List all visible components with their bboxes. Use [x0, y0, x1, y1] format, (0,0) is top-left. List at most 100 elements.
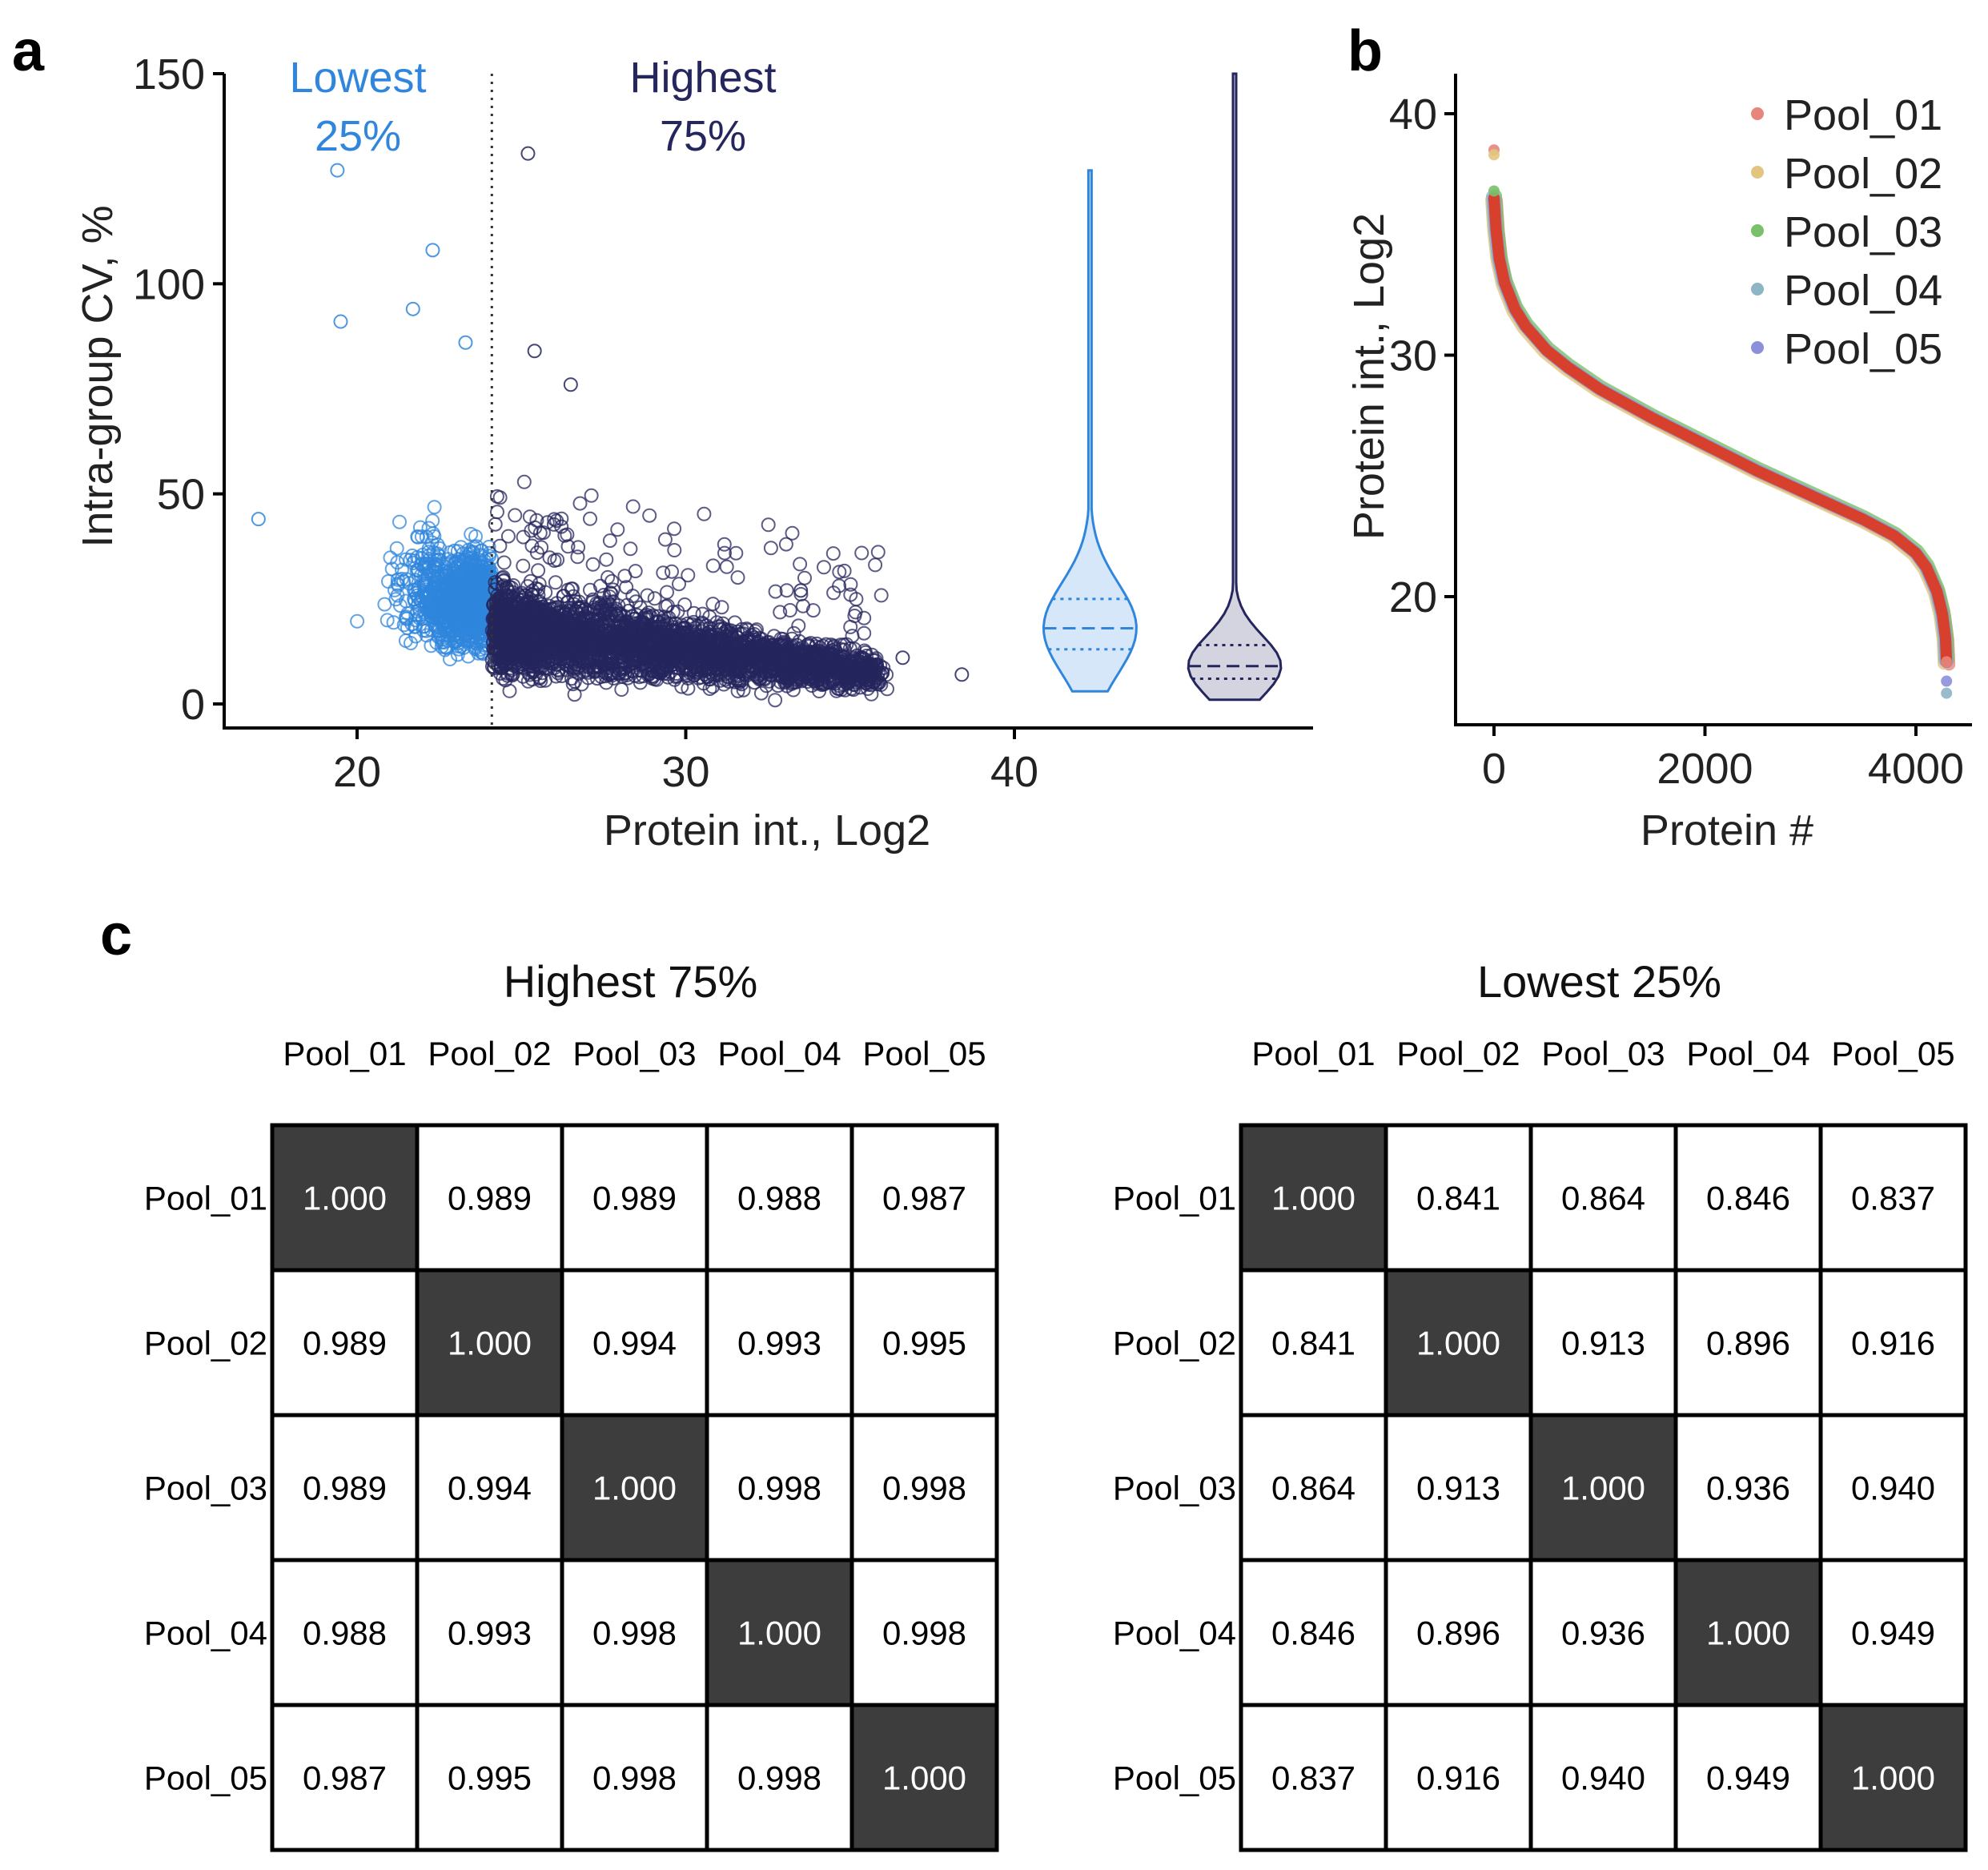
scatter-point-high: [954, 667, 970, 682]
cell-value: 0.841: [1271, 1325, 1355, 1362]
cell-value: 0.998: [592, 1615, 677, 1652]
scatter-point-low: [420, 577, 435, 593]
scatter-point-high: [567, 597, 581, 612]
x-tick-label-b: 2000: [1657, 745, 1753, 793]
cell-value: 1.000: [1416, 1325, 1500, 1362]
scatter-point-high: [547, 512, 562, 527]
scatter-point-high: [502, 683, 517, 698]
scatter-point-high: [582, 651, 597, 666]
legend-marker: [1751, 166, 1764, 179]
scatter-point-high: [500, 641, 515, 656]
scatter-point-low: [461, 625, 476, 640]
cell-value: 0.940: [1561, 1759, 1645, 1797]
scatter-point-high: [776, 637, 791, 653]
scatter-point-high: [584, 488, 599, 503]
scatter-point-low: [390, 588, 405, 603]
scatter-point-low: [472, 605, 488, 621]
scatter-point-high: [528, 520, 543, 535]
scatter-point-low: [412, 602, 428, 617]
cell-value: 1.000: [1851, 1759, 1935, 1797]
cell-value: 1.000: [1271, 1180, 1355, 1217]
scatter-point-high: [608, 608, 623, 622]
curve-overlay: [1488, 192, 1953, 668]
scatter-point-high: [633, 614, 649, 629]
scatter-point-high: [729, 545, 744, 561]
scatter-point-low: [427, 529, 442, 544]
scatter-point-high: [490, 640, 504, 655]
scatter-point-high: [582, 611, 596, 626]
scatter-point-low: [408, 613, 423, 628]
scatter-point-high: [554, 511, 569, 526]
panel-label-c: c: [100, 903, 132, 967]
scatter-point-high: [672, 577, 686, 592]
column-header: Pool_02: [1396, 1035, 1520, 1072]
scatter-points: [251, 146, 970, 708]
scatter-point-high: [550, 553, 565, 567]
scatter-point-high: [729, 629, 744, 645]
scatter-point-high: [876, 661, 891, 675]
scatter-point-high: [554, 669, 569, 683]
scatter-point-high: [650, 653, 665, 668]
scatter-point-high: [570, 549, 585, 565]
scatter-point-high: [717, 545, 732, 561]
scatter-point-high: [779, 583, 794, 598]
scatter-point-low: [427, 560, 442, 575]
x-tick-label: 40: [990, 748, 1038, 796]
row-header: Pool_03: [144, 1470, 267, 1507]
cell: [270, 1703, 420, 1852]
scatter-point-high: [647, 634, 662, 649]
scatter-point-high: [521, 643, 536, 658]
scatter-point-low: [399, 610, 414, 625]
scatter-point-low: [400, 621, 415, 635]
scatter-point-high: [870, 545, 886, 560]
legend-label: Pool_01: [1784, 91, 1942, 139]
column-header: Pool_01: [283, 1035, 406, 1072]
scatter-point-high: [825, 658, 840, 674]
y-axis-title-b: Protein int., Log2: [1345, 213, 1393, 540]
scatter-point-high: [623, 541, 638, 557]
column-header: Pool_04: [1686, 1035, 1809, 1072]
scatter-point-high: [826, 585, 841, 601]
scatter-point-high: [739, 652, 754, 667]
scatter-point-low: [467, 579, 482, 594]
cell: [560, 1268, 709, 1418]
scatter-point-high: [536, 525, 551, 541]
legend-marker: [1751, 283, 1764, 296]
scatter-point-high: [509, 633, 524, 649]
scatter-point-high: [516, 592, 531, 607]
cell-value: 0.998: [592, 1759, 677, 1797]
cell: [1528, 1268, 1678, 1418]
scatter-point-low: [458, 335, 473, 350]
cell-value: 0.916: [1416, 1759, 1500, 1797]
row-header: Pool_01: [1113, 1180, 1236, 1217]
scatter-point-high: [598, 665, 613, 680]
cell: [705, 1413, 854, 1562]
scatter-point-high: [710, 645, 725, 660]
scatter-point-high: [559, 610, 574, 625]
scatter-point-high: [572, 496, 588, 511]
row-header: Pool_02: [144, 1325, 267, 1362]
scatter-point-high: [660, 585, 674, 600]
scatter-point-high: [647, 591, 662, 606]
scatter-point-high: [531, 563, 546, 578]
scatter-point-high: [656, 565, 671, 581]
scatter-point-high: [583, 582, 597, 597]
row-header: Pool_05: [1113, 1759, 1236, 1797]
scatter-point-low: [405, 301, 420, 316]
scatter-point-high: [563, 377, 578, 392]
cell: [560, 1558, 709, 1707]
scatter-point-high: [520, 625, 535, 640]
scatter-point-high: [793, 583, 809, 598]
scatter-point-low: [454, 553, 469, 569]
column-header: Pool_05: [862, 1035, 986, 1072]
scatter-point-high: [675, 621, 690, 636]
cell-value: 0.998: [882, 1615, 966, 1652]
scatter-point-high: [610, 522, 625, 537]
cell-value: 1.000: [882, 1759, 966, 1797]
cell: [415, 1703, 564, 1852]
scatter-point-low: [429, 635, 444, 650]
cell: [1818, 1123, 1968, 1273]
cell-value: 1.000: [1706, 1615, 1790, 1652]
scatter-point-high: [719, 653, 734, 669]
